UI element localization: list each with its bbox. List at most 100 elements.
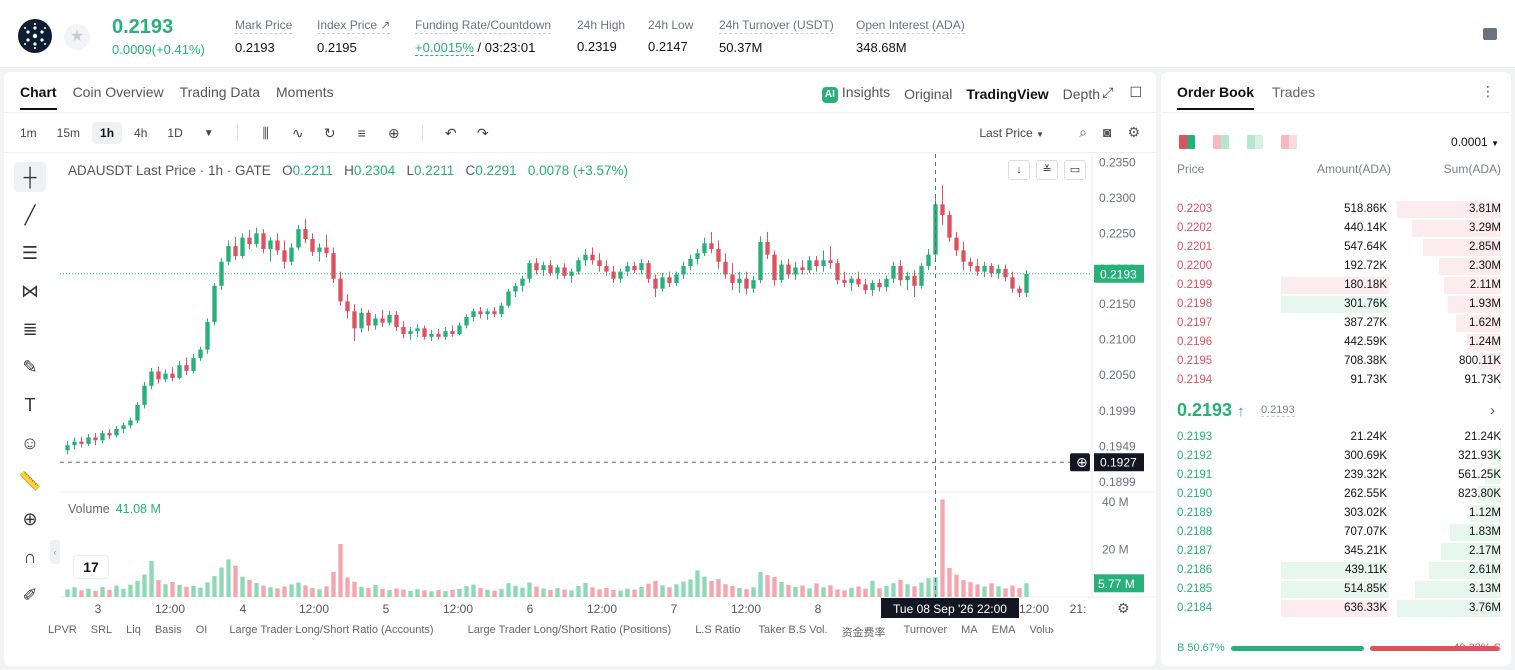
collapse-toolbar-icon[interactable]: ‹	[50, 540, 60, 564]
window-icon[interactable]: ☐	[1129, 84, 1142, 100]
indicator-oi[interactable]: OI	[195, 624, 208, 636]
candlestick-chart[interactable]: 0.23500.23000.22500.22000.21500.21000.20…	[4, 72, 1156, 666]
emoji-icon[interactable]: ☺	[20, 433, 40, 453]
view-tradingview[interactable]: TradingView	[966, 85, 1049, 102]
camera-icon[interactable]: ◙	[1102, 124, 1112, 140]
ask-row[interactable]: 0.2203 518.86K 3.81M	[1161, 200, 1511, 219]
chevron-right-icon[interactable]: ›	[1050, 623, 1054, 637]
bid-row[interactable]: 0.2193 21.24K 21.24K	[1161, 428, 1511, 447]
book-icon[interactable]	[1483, 28, 1497, 40]
indicator-funding-rate[interactable]: 资金费率	[841, 627, 886, 639]
tab-chart[interactable]: Chart	[20, 84, 57, 110]
row-sum: 2.17M	[1469, 545, 1501, 557]
ask-row[interactable]: 0.2198 301.76K 1.93M	[1161, 295, 1511, 314]
tab-order-book[interactable]: Order Book	[1177, 84, 1255, 110]
layout-split-icon[interactable]	[1213, 135, 1229, 149]
ask-row[interactable]: 0.2197 387.27K 1.62M	[1161, 314, 1511, 333]
indicator-ls-accounts[interactable]: Large Trader Long/Short Ratio (Accounts)	[229, 624, 434, 636]
bid-row[interactable]: 0.2185 514.85K 3.13M	[1161, 580, 1511, 599]
trendline-icon[interactable]: ╱	[24, 205, 36, 225]
bid-row[interactable]: 0.2188 707.07K 1.83M	[1161, 523, 1511, 542]
indicator-volume[interactable]: Volu	[1029, 624, 1051, 636]
refresh-icon[interactable]: ↻	[323, 124, 336, 141]
bid-row[interactable]: 0.2190 262.55K 823.80K	[1161, 485, 1511, 504]
tab-coin-overview[interactable]: Coin Overview	[72, 84, 164, 100]
ask-row[interactable]: 0.2202 440.14K 3.29M	[1161, 219, 1511, 238]
interval-1d[interactable]: 1D	[167, 126, 183, 140]
interval-1m[interactable]: 1m	[20, 126, 37, 140]
view-tabs: AI Insights Original TradingView Depth	[821, 84, 1100, 103]
tradingview-logo-icon[interactable]: 17	[74, 556, 108, 578]
stat-open-interest[interactable]: Open Interest (ADA) 348.68M	[856, 18, 965, 55]
gear-icon[interactable]: ⚙	[1127, 124, 1140, 140]
stat-mark-price[interactable]: Mark Price 0.2193	[235, 18, 293, 55]
interval-dropdown-icon[interactable]: ▼	[203, 127, 214, 139]
chevron-right-icon[interactable]: ›	[1490, 402, 1495, 419]
stat-index-price[interactable]: Index Price ↗ 0.2195	[317, 18, 391, 55]
ask-row[interactable]: 0.2194 91.73K 91.73K	[1161, 371, 1511, 390]
indicator-ls-ratio[interactable]: L.S Ratio	[695, 624, 741, 636]
indicator-srl[interactable]: SRL	[90, 624, 113, 636]
search-icon[interactable]: ⌕	[1079, 124, 1087, 140]
fib-icon[interactable]: ≣	[22, 319, 38, 339]
tab-moments[interactable]: Moments	[276, 84, 334, 100]
bid-row[interactable]: 0.2184 636.33K 3.76M	[1161, 599, 1511, 618]
interval-1h[interactable]: 1h	[92, 122, 123, 144]
stat-24h-turnover[interactable]: 24h Turnover (USDT) 50.37M	[719, 18, 834, 55]
zoom-in-icon[interactable]: ⊕	[22, 509, 38, 529]
more-icon[interactable]: ⋮	[1481, 83, 1495, 99]
indicator-basis[interactable]: Basis	[154, 624, 182, 636]
stat-funding-rate[interactable]: Funding Rate/Countdown +0.0015% / 03:23:…	[415, 18, 552, 56]
bid-row[interactable]: 0.2189 303.02K 1.12M	[1161, 504, 1511, 523]
collapse-chevrons-icon[interactable]: ≚	[1036, 160, 1058, 180]
indicator-lpvr[interactable]: LPVR	[48, 624, 77, 636]
layout-bids-icon[interactable]	[1247, 135, 1263, 149]
bid-row[interactable]: 0.2191 239.32K 561.25K	[1161, 466, 1511, 485]
ruler-icon[interactable]: 📏	[18, 471, 42, 491]
ask-row[interactable]: 0.2201 547.64K 2.85M	[1161, 238, 1511, 257]
bid-row[interactable]: 0.2186 439.11K 2.61M	[1161, 561, 1511, 580]
tab-trades[interactable]: Trades	[1272, 84, 1316, 100]
pencil-lock-icon[interactable]: ✐	[22, 585, 38, 605]
view-depth[interactable]: Depth	[1062, 85, 1100, 102]
text-icon[interactable]: T	[24, 395, 36, 415]
bid-row[interactable]: 0.2192 300.69K 321.93K	[1161, 447, 1511, 466]
indicator-ma[interactable]: MA	[961, 624, 978, 636]
insights-button[interactable]: AI Insights	[821, 84, 890, 103]
bid-row[interactable]: 0.2187 345.21K 2.17M	[1161, 542, 1511, 561]
candle-type-icon[interactable]: ⫼	[262, 124, 269, 141]
templates-icon[interactable]: ≡	[357, 125, 366, 141]
ask-row[interactable]: 0.2196 442.59K 1.24M	[1161, 333, 1511, 352]
mid-price[interactable]: 0.2193 ↑	[1177, 400, 1245, 421]
arrow-down-icon[interactable]: ↓	[1008, 160, 1030, 180]
interval-15m[interactable]: 15m	[56, 126, 81, 140]
indicator-ema[interactable]: EMA	[991, 624, 1016, 636]
ask-row[interactable]: 0.2199 180.18K 2.11M	[1161, 276, 1511, 295]
layout-both-icon[interactable]	[1179, 135, 1195, 149]
time-axis-settings-icon[interactable]: ⚙	[1117, 600, 1130, 616]
precision-select[interactable]: 0.0001 ▼	[1451, 135, 1499, 149]
ask-row[interactable]: 0.2200 192.72K 2.30M	[1161, 257, 1511, 276]
undo-icon[interactable]: ↶	[444, 124, 457, 141]
layout-asks-icon[interactable]	[1281, 135, 1297, 149]
indicator-taker-vol[interactable]: Taker B.S Vol.	[758, 624, 828, 636]
crosshair-icon[interactable]: ┼	[14, 162, 46, 192]
expand-icon[interactable]: ⤢	[1102, 84, 1114, 100]
magnet-icon[interactable]: ∩	[23, 547, 37, 567]
indicator-liq[interactable]: Liq	[126, 624, 141, 636]
horizontal-lines-icon[interactable]: ☰	[21, 243, 39, 263]
maximize-icon[interactable]: ▭	[1064, 160, 1086, 180]
indicator-turnover[interactable]: Turnover	[903, 624, 948, 636]
pattern-icon[interactable]: ⋈	[21, 281, 39, 301]
favorite-star-icon[interactable]: ★	[64, 24, 90, 50]
indicators-icon[interactable]: ∿	[291, 124, 304, 141]
interval-4h[interactable]: 4h	[134, 126, 148, 140]
view-original[interactable]: Original	[904, 85, 953, 102]
brush-icon[interactable]: ✎	[22, 357, 38, 377]
ask-row[interactable]: 0.2195 708.38K 800.11K	[1161, 352, 1511, 371]
redo-icon[interactable]: ↷	[476, 124, 489, 141]
add-alert-icon[interactable]: ⊕	[387, 124, 400, 141]
price-source-select[interactable]: Last Price ▼	[979, 126, 1044, 140]
tab-trading-data[interactable]: Trading Data	[179, 84, 261, 100]
indicator-ls-positions[interactable]: Large Trader Long/Short Ratio (Positions…	[467, 624, 672, 636]
